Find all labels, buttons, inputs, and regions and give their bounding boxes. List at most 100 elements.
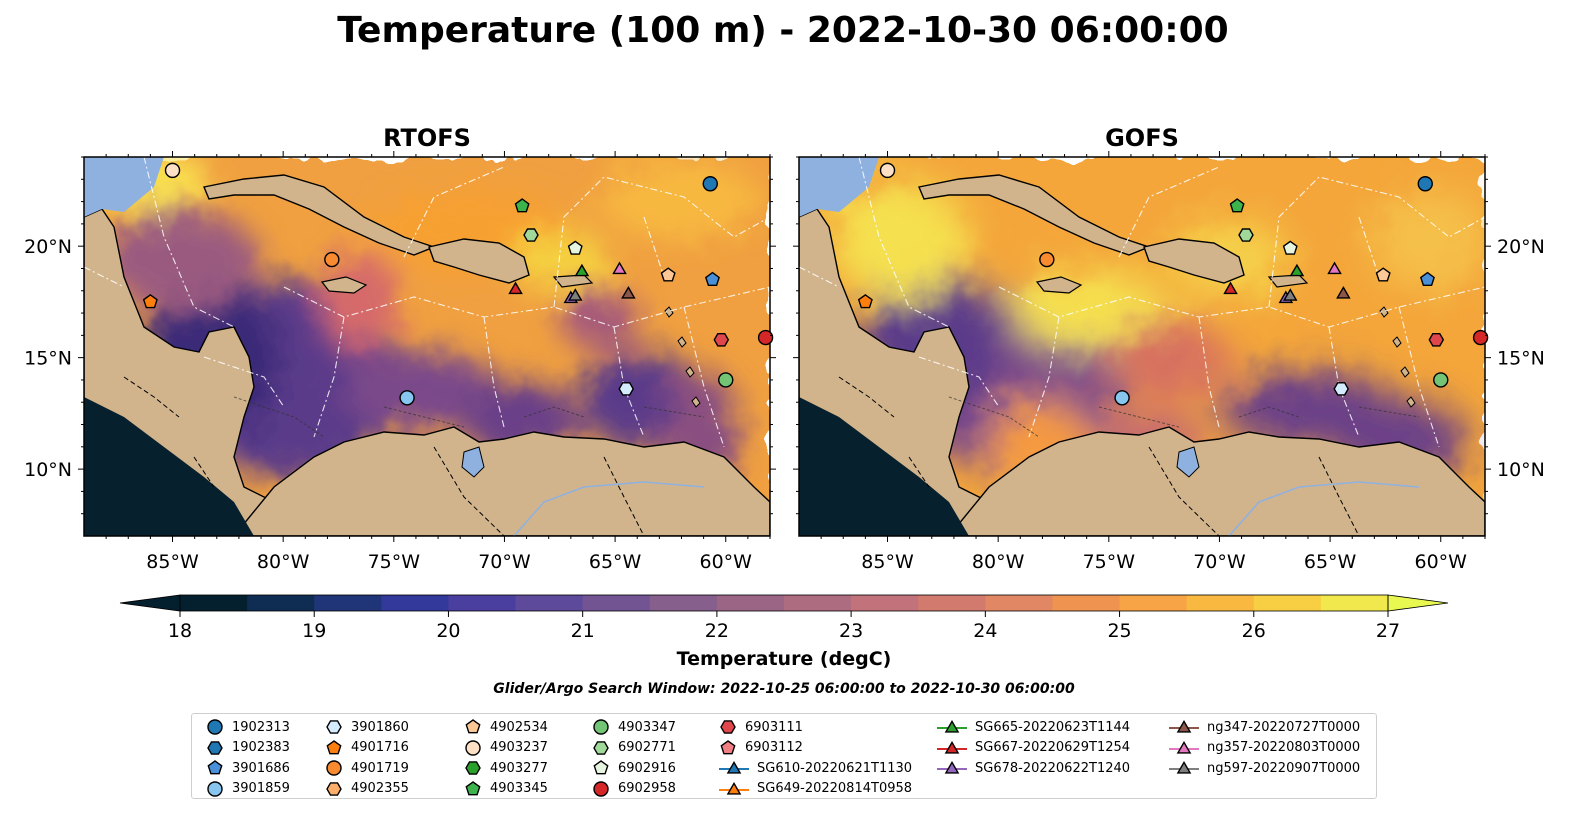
- colorbar-band: [716, 595, 785, 611]
- colorbar-band: [381, 595, 449, 611]
- legend-entry: SG665-20220623T1144: [937, 717, 1130, 737]
- pentagon-marker-icon: [593, 760, 609, 775]
- legend-entry: 4903277: [464, 758, 548, 778]
- legend-entry: ng357-20220803T0000: [1169, 738, 1360, 758]
- observation-marker-6902958: [1472, 329, 1489, 346]
- colorbar-tick-label: 19: [302, 620, 326, 642]
- observation-marker-4903237: [164, 162, 181, 179]
- observation-marker-3901859: [399, 390, 415, 406]
- legend-marker: [465, 719, 481, 734]
- lat-tick-label: 15°N: [24, 348, 72, 370]
- lat-tick-label: 10°N: [24, 459, 72, 481]
- legend-label: 4903347: [618, 719, 676, 735]
- legend-marker: [326, 739, 342, 754]
- observation-marker-1902313: [1417, 176, 1433, 192]
- lon-tick-label: 60°W: [700, 551, 753, 573]
- observation-marker-6902916: [567, 240, 583, 255]
- legend-marker: [944, 740, 960, 754]
- lon-tick-label: 85°W: [146, 551, 199, 573]
- legend-marker: [944, 720, 960, 733]
- colorbar-band: [985, 595, 1053, 611]
- lat-tick-label: 15°N: [1497, 348, 1545, 370]
- colorbar-band: [1186, 595, 1255, 611]
- observation-marker-4903347: [1433, 372, 1449, 388]
- lon-tick-label: 75°W: [368, 551, 421, 573]
- search-window-subtitle: Glider/Argo Search Window: 2022-10-25 06…: [493, 681, 1075, 697]
- observation-marker-6902958: [757, 329, 774, 346]
- observation-markers-gofs: [857, 162, 1489, 406]
- map-frame-gofs: [798, 156, 1486, 537]
- legend-label: 1902313: [232, 719, 290, 735]
- legend-entry: 4901719: [325, 758, 409, 778]
- observation-marker-4903347: [718, 372, 734, 388]
- legend-marker: [593, 740, 609, 755]
- colorbar-extend-high: [1387, 594, 1449, 612]
- map-frame-rtofs: [83, 156, 771, 537]
- hexagon-marker-icon: [326, 781, 342, 796]
- axis-ticks-rtofs: 85°W 80°W 75°W 70°W 65°W 60°W 20°N 15°N 10°N: [24, 151, 776, 573]
- observation-marker-4901719: [324, 251, 340, 268]
- observation-marker-ng357-20220803T0000: [612, 261, 627, 275]
- legend-entry: SG610-20220621T1130: [719, 758, 912, 778]
- hexagon-marker-icon: [326, 720, 342, 734]
- legend-marker: [207, 780, 223, 797]
- legend-entry: ng597-20220907T0000: [1169, 758, 1360, 778]
- colorbar-band: [582, 595, 651, 611]
- circle-marker-icon: [207, 719, 223, 735]
- observation-marker-SG667-20220629T1254: [1223, 281, 1238, 295]
- colorbar-bands: [180, 595, 1389, 611]
- legend-label: 4902355: [351, 781, 409, 796]
- lat-tick-label: 20°N: [24, 236, 72, 258]
- legend-marker: [465, 761, 481, 775]
- triangle-marker-icon: [937, 720, 967, 733]
- observation-marker-ng347-20220727T0000: [1336, 285, 1351, 299]
- observation-marker-4901719: [1039, 251, 1055, 268]
- legend-entry: SG667-20220629T1254: [937, 738, 1130, 758]
- legend-label: ng357-20220803T0000: [1207, 740, 1361, 755]
- colorbar-band: [1320, 595, 1389, 611]
- pentagon-marker-icon: [207, 760, 223, 775]
- colorbar-band: [1052, 595, 1121, 611]
- colorbar-tick-label: 26: [1242, 620, 1266, 642]
- lon-tick-label: 80°W: [257, 551, 310, 573]
- observation-marker-4903237: [879, 162, 896, 179]
- legend-label: 6902771: [618, 740, 676, 755]
- observation-marker-ng597-20220907T0000: [567, 288, 583, 301]
- observation-marker-4903345: [1229, 198, 1245, 213]
- observation-marker-4902534: [1375, 267, 1391, 282]
- colorbar-band: [247, 595, 315, 611]
- pentagon-marker-icon: [326, 739, 342, 754]
- legend-label: 4903345: [490, 781, 548, 796]
- triangle-marker-icon: [937, 761, 967, 774]
- legend-entry: 4902355: [325, 779, 409, 799]
- colorbar-tick-label: 22: [705, 620, 729, 642]
- observation-marker-6902916: [1282, 240, 1298, 255]
- legend-marker: [465, 780, 481, 795]
- observation-marker-SG665-20220623T1144: [1289, 263, 1305, 277]
- observation-marker-ng597-20220907T0000: [1282, 288, 1298, 301]
- observation-marker-6902771: [1238, 228, 1254, 242]
- lon-tick-label: 65°W: [1304, 551, 1357, 573]
- legend-marker: [720, 720, 736, 734]
- hexagon-marker-icon: [465, 761, 481, 775]
- colorbar-tick-label: 18: [168, 620, 192, 642]
- legend-label: ng597-20220907T0000: [1207, 760, 1361, 776]
- figure-title: Temperature (100 m) - 2022-10-30 06:00:0…: [337, 10, 1228, 51]
- observation-marker-4903345: [514, 198, 530, 213]
- legend-entry: 4903237: [464, 738, 548, 758]
- observation-marker-4901716: [857, 294, 873, 309]
- legend-entry: 6902916: [592, 758, 676, 778]
- legend-marker: [326, 781, 342, 796]
- colorbar-band: [180, 595, 248, 611]
- observation-marker-3901686: [704, 271, 720, 286]
- colorbar-tick-label: 21: [571, 620, 595, 642]
- colorbar-band: [918, 595, 986, 611]
- colorbar-band: [448, 595, 517, 611]
- observation-marker-SG665-20220623T1144: [574, 263, 590, 277]
- legend-marker: [726, 781, 742, 795]
- colorbar-frame: [179, 594, 1389, 612]
- legend-entry: 1902313: [206, 717, 290, 737]
- legend-entry: 6903111: [719, 717, 803, 737]
- legend-marker: [593, 780, 609, 797]
